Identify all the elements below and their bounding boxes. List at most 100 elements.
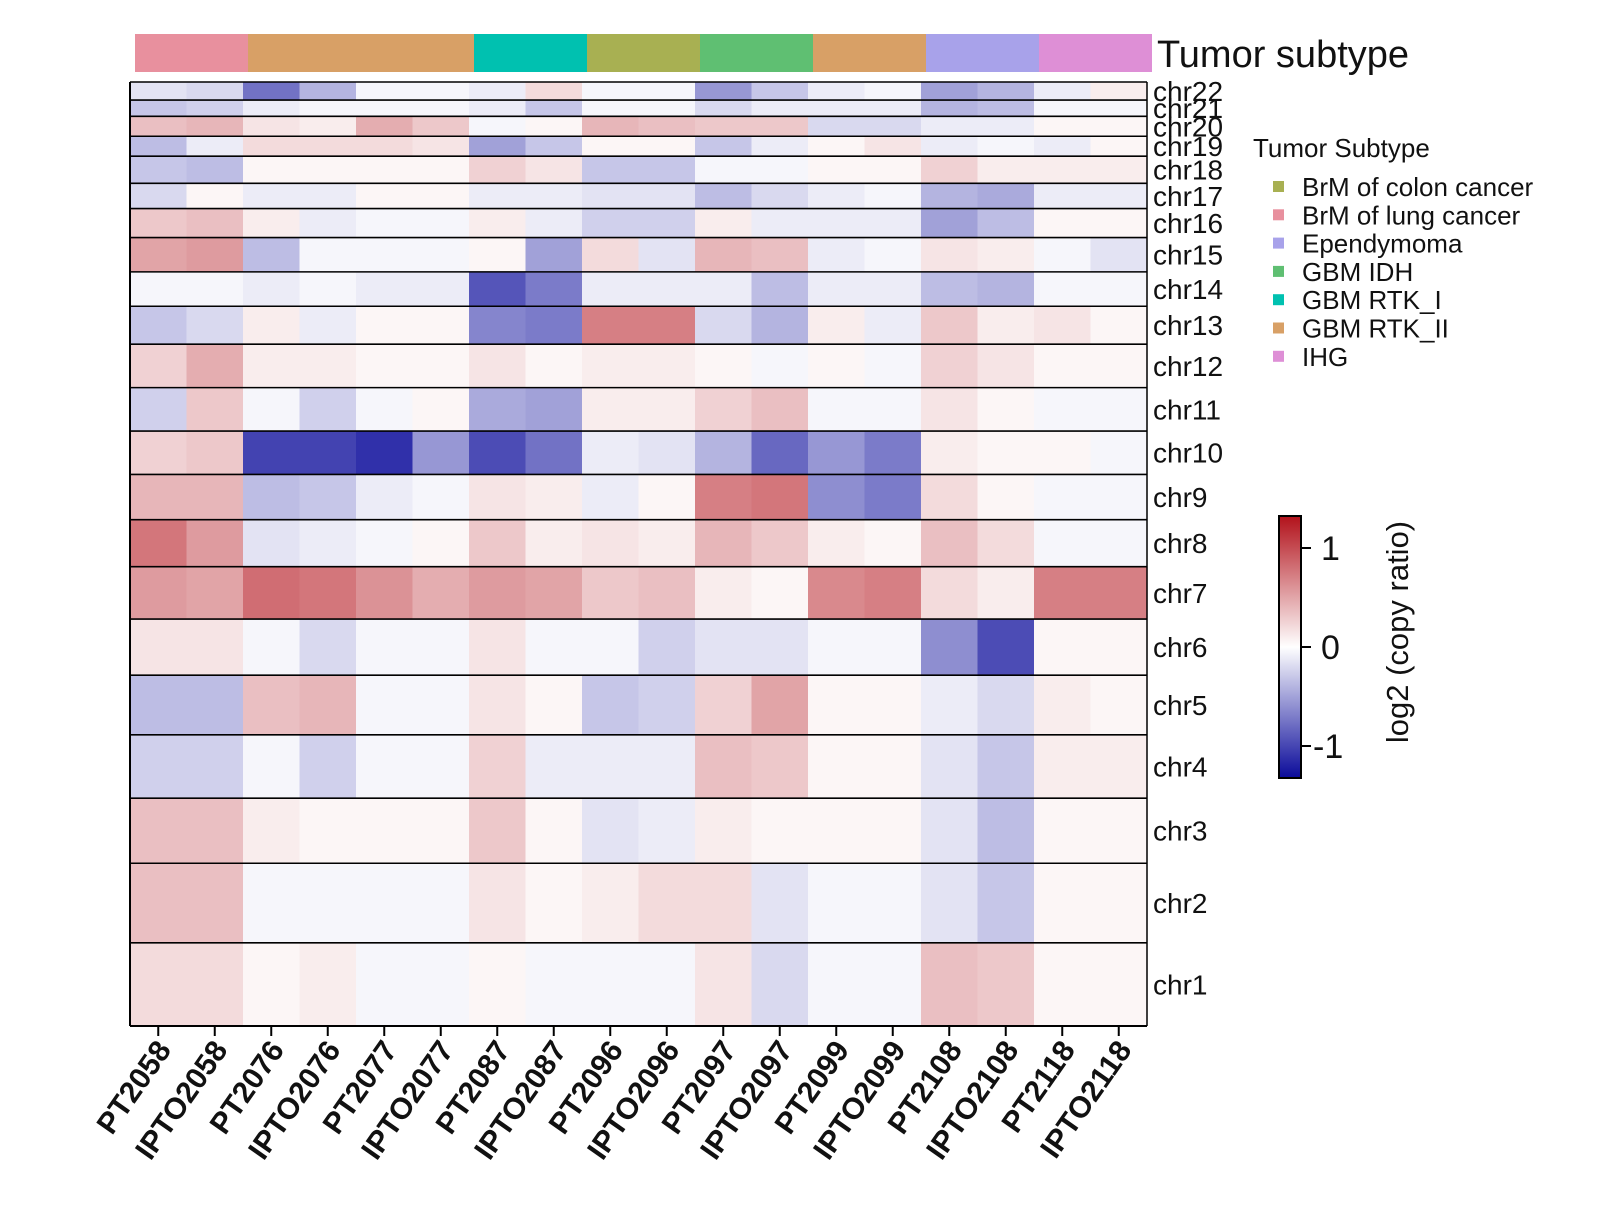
heatmap-cell (582, 116, 640, 137)
heatmap-cell (412, 116, 470, 137)
heatmap-cell (582, 136, 640, 157)
heatmap-cell (582, 387, 640, 432)
heatmap-cell (356, 271, 414, 307)
heatmap-cell (751, 675, 809, 736)
heatmap-cell (299, 798, 357, 864)
heatmap-cell (751, 183, 809, 210)
heatmap-cell (1090, 474, 1148, 521)
heatmap-cell (525, 474, 583, 521)
heatmap-cell (299, 271, 357, 307)
heatmap-cell (525, 156, 583, 184)
heatmap-cell (243, 387, 301, 432)
heatmap-cell (582, 619, 640, 676)
heatmap-cell (638, 519, 696, 568)
heatmap-cell (921, 519, 979, 568)
heatmap-cell (525, 208, 583, 239)
heatmap-cell (356, 306, 414, 345)
heatmap-cell (130, 942, 188, 1027)
heatmap-cell (921, 863, 979, 944)
heatmap-cell (977, 519, 1035, 568)
heatmap-cell (921, 675, 979, 736)
heatmap-cell (808, 798, 866, 864)
heatmap-cell (1034, 100, 1092, 117)
heatmap-cell (1034, 519, 1092, 568)
heatmap-cell (864, 863, 922, 944)
heatmap-cell (695, 116, 753, 137)
heatmap-cell (864, 387, 922, 432)
chromosome-label: chr22 (1153, 76, 1223, 107)
heatmap-cell (977, 431, 1035, 476)
legend-swatch (1273, 350, 1284, 362)
heatmap-cell (808, 208, 866, 239)
heatmap-cell (921, 942, 979, 1027)
heatmap-cell (582, 156, 640, 184)
heatmap-cell (582, 237, 640, 273)
heatmap-cell (525, 519, 583, 568)
heatmap-cell (751, 344, 809, 389)
heatmap-cell (299, 675, 357, 736)
heatmap-cell (695, 306, 753, 345)
heatmap-cell (412, 344, 470, 389)
chromosome-label: chr17 (1153, 181, 1223, 212)
heatmap-cell (525, 100, 583, 117)
heatmap-cell (130, 566, 188, 620)
heatmap-cell (751, 82, 809, 101)
colorbar-gradient (1278, 515, 1302, 779)
heatmap-cell (469, 566, 527, 620)
heatmap-cell (1090, 566, 1148, 620)
heatmap-cell (864, 619, 922, 676)
heatmap-cell (130, 208, 188, 239)
heatmap-cell (582, 734, 640, 799)
heatmap-cell (356, 863, 414, 944)
heatmap-cell (638, 116, 696, 137)
heatmap-cell (1090, 863, 1148, 944)
heatmap-cell (469, 183, 527, 210)
heatmap-cell (695, 566, 753, 620)
heatmap-cell (977, 619, 1035, 676)
heatmap-cell (695, 675, 753, 736)
heatmap-cell (864, 675, 922, 736)
heatmap-cell (299, 734, 357, 799)
heatmap-cell (977, 156, 1035, 184)
heatmap-cell (243, 100, 301, 117)
heatmap-cell (808, 431, 866, 476)
heatmap-cell (751, 619, 809, 676)
heatmap-cell (469, 100, 527, 117)
heatmap-cell (751, 474, 809, 521)
heatmap-cell (921, 100, 979, 117)
heatmap-cell (186, 619, 244, 676)
heatmap-cell (638, 387, 696, 432)
heatmap-cell (921, 156, 979, 184)
heatmap-cell (977, 863, 1035, 944)
heatmap-cell (1034, 431, 1092, 476)
heatmap-cell (186, 734, 244, 799)
heatmap-cell (751, 306, 809, 345)
heatmap-cell (130, 619, 188, 676)
heatmap-cell (525, 237, 583, 273)
heatmap-cell (864, 82, 922, 101)
heatmap-cell (1090, 306, 1148, 345)
heatmap-cell (356, 734, 414, 799)
heatmap-cell (412, 798, 470, 864)
heatmap-cell (243, 306, 301, 345)
heatmap-cell (977, 942, 1035, 1027)
heatmap-cell (186, 344, 244, 389)
heatmap-cell (808, 82, 866, 101)
heatmap-cell (243, 344, 301, 389)
heatmap-cell (412, 387, 470, 432)
heatmap-cell (243, 675, 301, 736)
heatmap-cell (638, 237, 696, 273)
heatmap-cell (186, 183, 244, 210)
heatmap-cell (1090, 344, 1148, 389)
heatmap-cell (412, 431, 470, 476)
heatmap-cell (582, 306, 640, 345)
heatmap-cell (1034, 183, 1092, 210)
heatmap-cell (808, 156, 866, 184)
heatmap-cell (638, 100, 696, 117)
legend-swatch (1273, 294, 1284, 306)
heatmap-cell (582, 474, 640, 521)
chromosome-label: chr21 (1153, 93, 1223, 124)
heatmap-cell (412, 208, 470, 239)
heatmap-cell (695, 734, 753, 799)
heatmap-cell (299, 566, 357, 620)
